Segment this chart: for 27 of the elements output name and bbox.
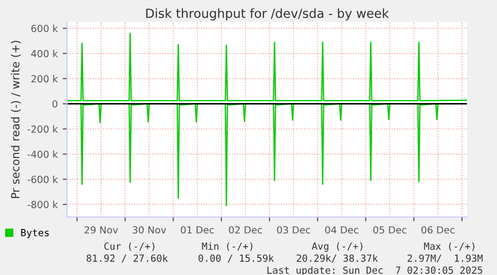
x-tick-label: 04 Dec xyxy=(325,226,358,234)
x-tick-label: 06 Dec xyxy=(421,226,454,234)
y-tick-label: -200 k xyxy=(28,125,58,133)
text: 2.97M/ 1.93M xyxy=(408,254,483,263)
text: 0.00 / 15.59k xyxy=(198,254,274,263)
text: Cur (-/+) xyxy=(104,242,154,251)
legend-label: Bytes xyxy=(21,229,49,238)
x-tick-label: 02 Dec xyxy=(228,226,262,234)
text: Max (-/+) xyxy=(424,242,474,251)
text: Avg (-/+) xyxy=(312,242,362,252)
chart-title: Disk throughput for /dev/sda - by week xyxy=(146,8,389,20)
text: 20.29k/ 38.37k xyxy=(296,254,378,263)
y-tick-label: 600 k xyxy=(31,24,58,32)
x-tick-label: 05 Dec xyxy=(373,226,406,234)
y-tick-label: -400 k xyxy=(28,150,58,158)
x-tick-label: 30 Nov xyxy=(132,226,166,234)
x-tick-label: 03 Dec xyxy=(277,226,310,234)
y-tick-label: 200 k xyxy=(31,74,58,82)
x-tick-label: 29 Nov xyxy=(84,226,118,234)
y-tick-label: 0 xyxy=(52,100,58,108)
y-axis-title: Pr second read (-) / write (+) xyxy=(10,40,21,198)
y-tick-label: -800 k xyxy=(28,200,58,208)
y-tick-label: 400 k xyxy=(31,50,58,58)
x-tick-label: 01 Dec xyxy=(180,226,214,234)
text: Min (-/+) xyxy=(202,242,252,251)
text: 81.92 / 27.60k xyxy=(86,254,168,263)
y-tick-label: -600 k xyxy=(28,176,58,184)
